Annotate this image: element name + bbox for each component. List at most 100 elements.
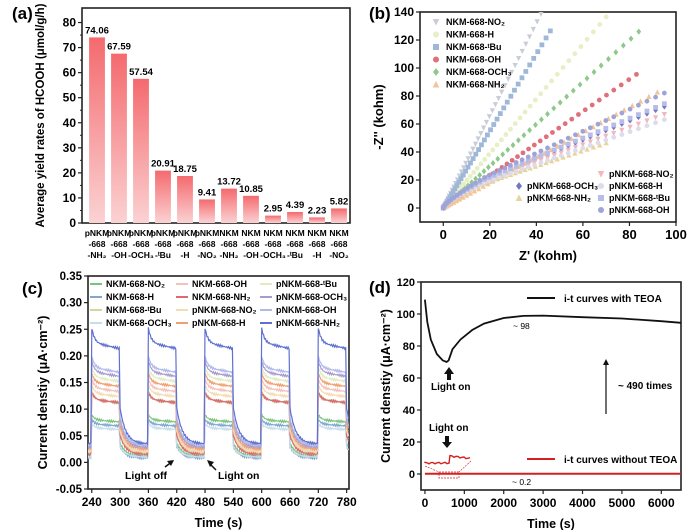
marker-circle (508, 170, 513, 176)
marker-circle (582, 107, 588, 113)
marker-square (491, 122, 497, 127)
marker-square (458, 176, 464, 182)
marker-circle (587, 125, 593, 131)
panel-a-frame (81, 7, 351, 224)
marker-circle (611, 134, 617, 140)
marker-triangle-down (644, 118, 650, 124)
legend-label: pNKM-668-NH₂ (276, 318, 340, 328)
marker-circle (578, 44, 584, 49)
bar-data-label: 5.82 (330, 196, 349, 207)
marker-triangle-down (489, 108, 495, 114)
marker-square (539, 42, 545, 48)
marker-circle (549, 78, 555, 84)
marker-circle (509, 157, 515, 163)
marker-circle (502, 165, 508, 171)
marker-square (573, 138, 578, 144)
y-tick-label: 0.00 (60, 457, 82, 469)
marker-square (494, 116, 500, 122)
panel-d-tag: (d) (369, 278, 391, 297)
legend-label: i-t curves with TEOA (564, 294, 662, 305)
x-tick-label: 4000 (569, 496, 596, 510)
marker-circle (433, 56, 439, 63)
bar-data-label: 18.75 (173, 164, 197, 175)
series-line-0 (424, 299, 682, 364)
x-category-label: -668 (286, 239, 303, 249)
legend-label: pNKM-668-NO₂ (192, 305, 257, 315)
x-category-label: -668 (154, 239, 171, 249)
marker-diamond (545, 110, 550, 118)
x-tick-label: 6000 (648, 496, 675, 510)
marker-circle (461, 188, 466, 194)
marker-triangle-down (635, 121, 642, 127)
panel-b-tag: (b) (369, 4, 391, 23)
marker-circle (471, 169, 477, 175)
marker-triangle-down (470, 146, 476, 152)
marker-square (454, 183, 460, 188)
panel-a-bar-chart: 0102030405060708074.06pNKM-668-NH₂67.59p… (35, 3, 351, 260)
marker-circle (644, 98, 650, 104)
series-line-6 (88, 383, 349, 455)
legend-label: NKM-668-NH₂ (192, 292, 251, 302)
marker-circle (490, 147, 496, 153)
y-tick-label: 0.25 (60, 324, 83, 336)
legend-label: pNKM-668-H (192, 318, 246, 328)
marker-circle (603, 137, 609, 143)
marker-circle (433, 31, 439, 38)
legend-label: pNKM-668-ᵗBu (276, 279, 337, 289)
marker-circle (618, 82, 624, 88)
annotation-low: ~ 0.2 (512, 477, 531, 487)
marker-circle (573, 148, 578, 154)
marker-triangle-down (558, 150, 564, 156)
annotation-light-on: Light on (218, 470, 259, 482)
panel-c-tag: (c) (22, 279, 43, 298)
marker-circle (611, 114, 617, 120)
marker-square (611, 122, 617, 128)
y-axis-label: Average yield rates of HCOOH (μmol/g/h) (35, 3, 47, 227)
marker-circle (551, 155, 557, 161)
arrow-down-icon (442, 436, 452, 448)
bar-8 (265, 215, 281, 223)
marker-square (465, 164, 471, 170)
panel-c-photocurrent-plot: -0.05 0.00 0.05 0.10 0.15 0.20 0.25 0.30 0.35 240… (36, 271, 357, 530)
legend-label: NKM-668-OCH₃ (446, 67, 512, 77)
marker-circle (619, 110, 625, 116)
marker-square (515, 81, 521, 87)
marker-square (547, 28, 553, 34)
marker-circle (515, 154, 520, 160)
marker-circle (464, 185, 470, 191)
marker-circle (598, 183, 604, 189)
marker-circle (611, 87, 617, 93)
x-category-label: -668 (132, 239, 149, 249)
x-category-label: -668 (330, 239, 347, 249)
marker-square (619, 119, 625, 125)
marker-square (538, 153, 544, 159)
annotation-light-off: Light off (125, 470, 167, 482)
annotation-light-on: Light on (431, 382, 470, 393)
y-tick-label: 60 (403, 373, 415, 385)
y-axis-label: -Z'' (kohm) (371, 84, 386, 149)
y-tick-label: 0.15 (60, 378, 83, 390)
marker-circle (543, 84, 549, 90)
marker-square (580, 135, 586, 141)
marker-diamond (510, 141, 516, 149)
marker-triangle-down (512, 62, 518, 69)
marker-square (512, 87, 517, 93)
marker-diamond (521, 132, 527, 139)
x-category-label: -OCH₃ (260, 250, 286, 260)
marker-triangle-up (603, 140, 609, 146)
panel-d-it-curve-plot: 0 20 40 60 80 100 120 0 1000 2000 3000 4000 5000 6000… (379, 277, 682, 530)
x-category-label: -668 (242, 239, 259, 249)
y-tick-label: 140 (394, 5, 414, 19)
marker-circle (468, 183, 474, 189)
y-tick-label: 30 (63, 141, 77, 155)
marker-triangle-down (534, 19, 540, 25)
marker-triangle-down (627, 124, 633, 131)
marker-square (450, 189, 456, 195)
marker-circle (498, 137, 504, 143)
marker-square (519, 161, 525, 166)
x-tick-label: 2000 (490, 496, 517, 510)
y-tick-label: 80 (403, 341, 415, 353)
marker-circle (526, 146, 531, 152)
marker-circle (517, 115, 523, 121)
y-tick-label: 0 (407, 201, 414, 215)
